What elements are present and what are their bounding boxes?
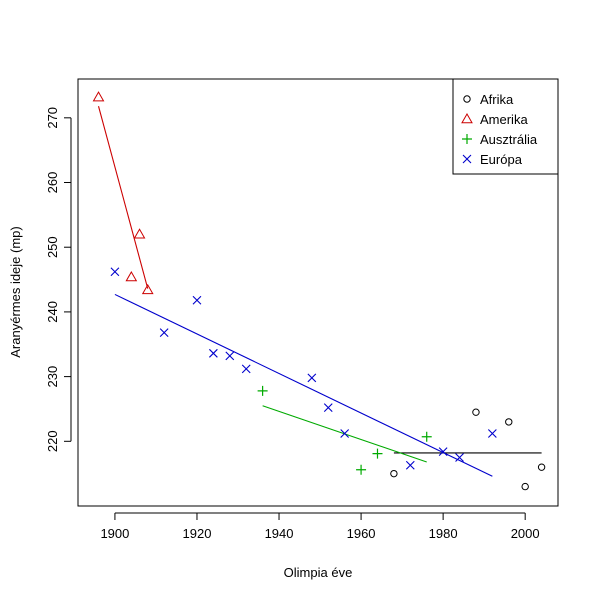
data-point-afrika (505, 418, 513, 426)
data-point-ausztr-lia (421, 431, 432, 442)
data-point-amerika (92, 91, 105, 102)
legend-label-afrika: Afrika (480, 92, 514, 107)
data-point-afrika (521, 482, 529, 491)
marker-shape (505, 418, 513, 426)
data-point-eur-pa (225, 351, 235, 361)
data-point-eur-pa (192, 295, 202, 305)
marker-shape (521, 482, 529, 491)
legend-marker-amerika (461, 112, 473, 124)
fit-line-eur-pa (114, 293, 493, 477)
data-point-amerika (133, 228, 146, 239)
marker-shape (462, 154, 472, 164)
y-tick-label: 240 (45, 301, 60, 323)
data-point-eur-pa (340, 429, 350, 438)
fit-line-amerika (97, 106, 149, 289)
x-axis-title: Olimpia éve (284, 565, 353, 580)
marker-shape (141, 283, 154, 295)
data-point-eur-pa (455, 453, 464, 462)
marker-shape (159, 328, 169, 338)
legend-label-eur-pa: Európa (480, 152, 523, 167)
x-tick-label: 1900 (100, 526, 129, 541)
marker-shape (462, 134, 472, 144)
marker-shape (133, 228, 146, 239)
data-point-eur-pa (438, 447, 448, 457)
data-point-eur-pa (110, 267, 120, 277)
data-point-afrika (537, 463, 546, 471)
data-point-eur-pa (208, 348, 218, 358)
y-tick-label: 230 (45, 366, 60, 388)
marker-shape (537, 463, 546, 471)
marker-shape (92, 91, 105, 102)
marker-shape (390, 469, 398, 478)
data-point-ausztr-lia (356, 464, 367, 475)
x-tick-label: 1940 (265, 526, 294, 541)
marker-shape (340, 429, 350, 438)
x-tick-label: 1960 (347, 526, 376, 541)
y-tick-label: 260 (45, 172, 60, 194)
y-tick-label: 270 (45, 107, 60, 129)
data-point-eur-pa (241, 364, 251, 374)
y-tick-label: 220 (45, 430, 60, 452)
data-point-eur-pa (307, 373, 317, 383)
marker-shape (257, 385, 268, 396)
marker-shape (487, 429, 497, 438)
marker-shape (110, 267, 120, 277)
marker-shape (323, 403, 333, 413)
marker-shape (307, 373, 317, 383)
marker-shape (438, 447, 448, 457)
data-point-afrika (390, 469, 398, 478)
data-point-eur-pa (323, 403, 333, 413)
data-point-afrika (472, 408, 480, 416)
data-point-eur-pa (487, 429, 497, 438)
marker-shape (461, 112, 473, 124)
marker-shape (356, 464, 367, 475)
marker-shape (372, 448, 383, 459)
marker-shape (472, 408, 480, 416)
x-tick-label: 1920 (183, 526, 212, 541)
legend: Afrika Amerika Ausztrália Európa (452, 78, 559, 175)
data-point-eur-pa (159, 328, 169, 338)
marker-shape (192, 295, 202, 305)
marker-shape (455, 453, 464, 462)
legend-marker-ausztr-lia (462, 134, 472, 144)
legend-marker-afrika (463, 95, 471, 103)
y-tick-label: 250 (45, 236, 60, 258)
marker-shape (208, 348, 218, 358)
legend-box (452, 78, 559, 175)
marker-shape (241, 364, 251, 374)
marker-shape (225, 351, 235, 361)
marker-shape (125, 270, 138, 282)
data-point-amerika (125, 270, 138, 282)
marker-shape (405, 460, 415, 470)
data-point-amerika (141, 283, 154, 295)
legend-label-amerika: Amerika (480, 112, 528, 127)
marker-shape (421, 431, 432, 442)
legend-label-ausztr-lia: Ausztrália (480, 132, 538, 147)
x-tick-label: 1980 (429, 526, 458, 541)
y-axis-title: Aranyérmes ideje (mp) (8, 226, 23, 358)
data-point-eur-pa (405, 460, 415, 470)
marker-shape (463, 95, 471, 103)
data-point-ausztr-lia (372, 448, 383, 459)
axes: 1900 1920 1940 1960 1980 2000 220 230 240 250 260 2… (45, 107, 540, 541)
plot-border (77, 78, 559, 507)
data-point-ausztr-lia (257, 385, 268, 396)
legend-marker-eur-pa (462, 154, 472, 164)
data-points (92, 91, 546, 491)
x-tick-label: 2000 (511, 526, 540, 541)
